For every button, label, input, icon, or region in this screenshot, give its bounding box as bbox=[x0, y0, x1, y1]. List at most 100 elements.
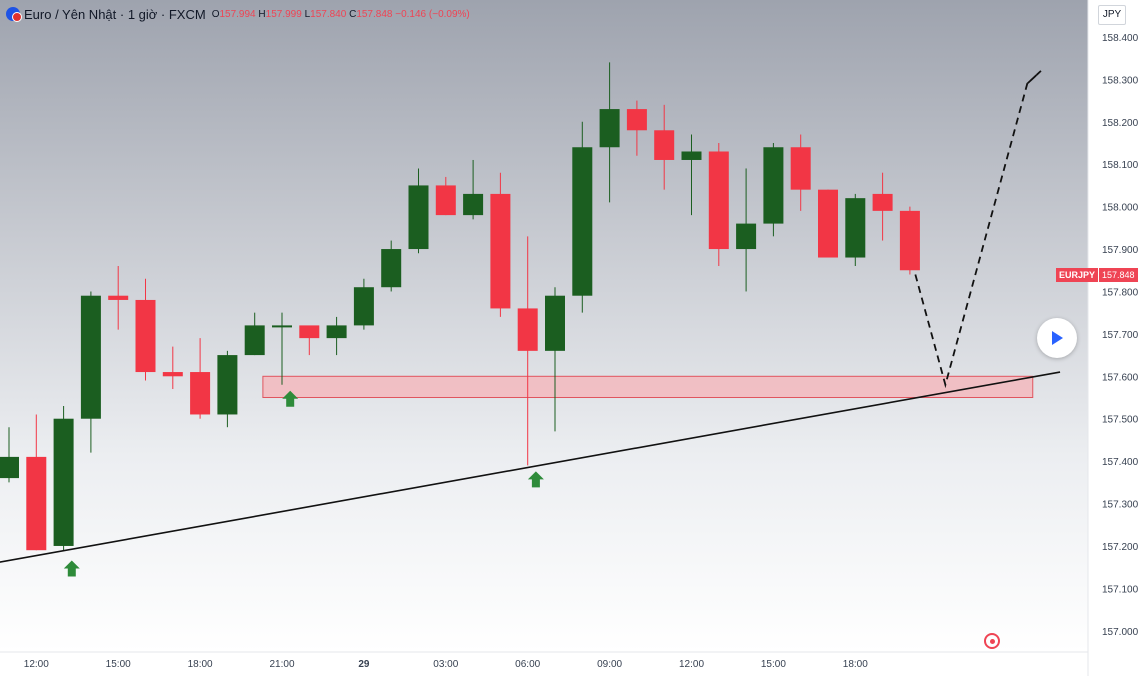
price-tick-label: 158.400 bbox=[1102, 33, 1139, 44]
up-arrow-icon bbox=[63, 560, 80, 577]
time-tick-label: 21:00 bbox=[269, 659, 294, 670]
price-tick-label: 157.600 bbox=[1102, 372, 1139, 383]
candle bbox=[217, 350, 238, 428]
time-tick-label: 12:00 bbox=[24, 659, 49, 670]
price-tick-label: 157.300 bbox=[1102, 500, 1139, 511]
candle bbox=[517, 236, 538, 466]
candle-body bbox=[326, 325, 347, 339]
candle bbox=[872, 172, 893, 241]
target-icon[interactable] bbox=[984, 633, 1000, 649]
price-tick-label: 157.800 bbox=[1102, 287, 1139, 298]
candle-body bbox=[272, 325, 292, 328]
chart-legend: Euro / Yên Nhật · 1 giờ · FXCM O157.994 … bbox=[6, 5, 470, 23]
candle bbox=[435, 176, 456, 216]
candle-body bbox=[654, 130, 675, 160]
candle bbox=[80, 291, 101, 453]
time-tick-label: 15:00 bbox=[761, 659, 786, 670]
high-label: H bbox=[258, 8, 266, 20]
candle-body bbox=[490, 193, 511, 309]
trendline[interactable] bbox=[0, 371, 1061, 563]
candle-body bbox=[244, 325, 265, 356]
time-tick-label: 06:00 bbox=[515, 659, 540, 670]
candle bbox=[599, 62, 620, 203]
candle bbox=[463, 159, 484, 220]
candle bbox=[708, 143, 729, 267]
candle-body bbox=[681, 151, 702, 160]
candle-body bbox=[818, 189, 838, 258]
candle-body bbox=[0, 456, 19, 479]
close-label: C bbox=[349, 8, 357, 20]
last-price-value: 157.848 bbox=[1098, 268, 1138, 282]
high-value: 157.999 bbox=[265, 8, 302, 20]
candle bbox=[790, 134, 811, 211]
chart-background bbox=[0, 0, 1088, 652]
candle bbox=[654, 104, 675, 190]
play-icon bbox=[1052, 331, 1063, 345]
candle-body bbox=[135, 299, 156, 373]
candle-body bbox=[517, 308, 538, 351]
candle-body bbox=[736, 223, 757, 250]
candle bbox=[326, 316, 347, 356]
price-tick-label: 158.200 bbox=[1102, 118, 1139, 129]
candle-body bbox=[708, 151, 729, 250]
candle bbox=[736, 168, 757, 292]
time-axis-background bbox=[0, 652, 1088, 676]
price-tick-label: 158.000 bbox=[1102, 203, 1139, 214]
time-tick-label: 09:00 bbox=[597, 659, 622, 670]
open-value: 157.994 bbox=[219, 8, 256, 20]
play-button[interactable] bbox=[1037, 318, 1077, 358]
candle bbox=[299, 325, 320, 356]
up-arrow-icon bbox=[527, 471, 544, 488]
price-tick-label: 157.900 bbox=[1102, 245, 1139, 256]
candle bbox=[899, 206, 920, 275]
candle-body bbox=[190, 372, 211, 415]
price-tick-label: 158.100 bbox=[1102, 160, 1139, 171]
price-tick-label: 157.100 bbox=[1102, 584, 1139, 595]
price-tick-label: 157.500 bbox=[1102, 415, 1139, 426]
candle bbox=[818, 189, 838, 258]
candle-body bbox=[572, 147, 593, 296]
projection-path[interactable] bbox=[914, 70, 1042, 389]
candle bbox=[845, 193, 866, 267]
candle-body bbox=[435, 185, 456, 216]
candle-body bbox=[845, 198, 866, 258]
time-tick-label: 18:00 bbox=[188, 659, 213, 670]
symbol-title[interactable]: Euro / Yên Nhật · 1 giờ · FXCM bbox=[24, 6, 206, 22]
price-axis-background bbox=[1088, 0, 1143, 676]
change-value: −0.146 (−0.09%) bbox=[395, 8, 470, 20]
last-price-symbol: EURJPY bbox=[1056, 268, 1099, 282]
candle bbox=[135, 278, 156, 381]
candle-body bbox=[545, 295, 565, 351]
candle-body bbox=[763, 147, 784, 224]
price-tick-label: 158.300 bbox=[1102, 75, 1139, 86]
time-tick-label: 03:00 bbox=[433, 659, 458, 670]
candle bbox=[0, 427, 19, 483]
candle-body bbox=[299, 325, 320, 339]
candle bbox=[244, 312, 265, 356]
candle bbox=[26, 414, 47, 551]
candle-body bbox=[626, 109, 647, 131]
up-arrow-icon bbox=[282, 390, 299, 407]
currency-button[interactable]: JPY bbox=[1098, 5, 1126, 25]
candle bbox=[626, 100, 647, 156]
candle-body bbox=[80, 295, 101, 419]
candle-body bbox=[353, 287, 374, 326]
low-label: L bbox=[304, 8, 311, 20]
candle bbox=[108, 266, 129, 330]
candle bbox=[572, 121, 593, 313]
last-price-tag: EURJPY 157.848 bbox=[1056, 268, 1138, 282]
candle-body bbox=[899, 210, 920, 271]
candle-body bbox=[381, 249, 402, 288]
candle bbox=[681, 134, 702, 216]
candle bbox=[190, 338, 211, 419]
candle bbox=[272, 312, 292, 385]
currency-pair-icon bbox=[6, 7, 22, 22]
candle-body bbox=[463, 193, 484, 216]
candle-body bbox=[217, 355, 238, 415]
time-tick-label: 29 bbox=[358, 659, 370, 670]
price-tick-label: 157.200 bbox=[1102, 542, 1139, 553]
support-zone[interactable] bbox=[262, 375, 1034, 399]
candle-body bbox=[162, 372, 183, 377]
